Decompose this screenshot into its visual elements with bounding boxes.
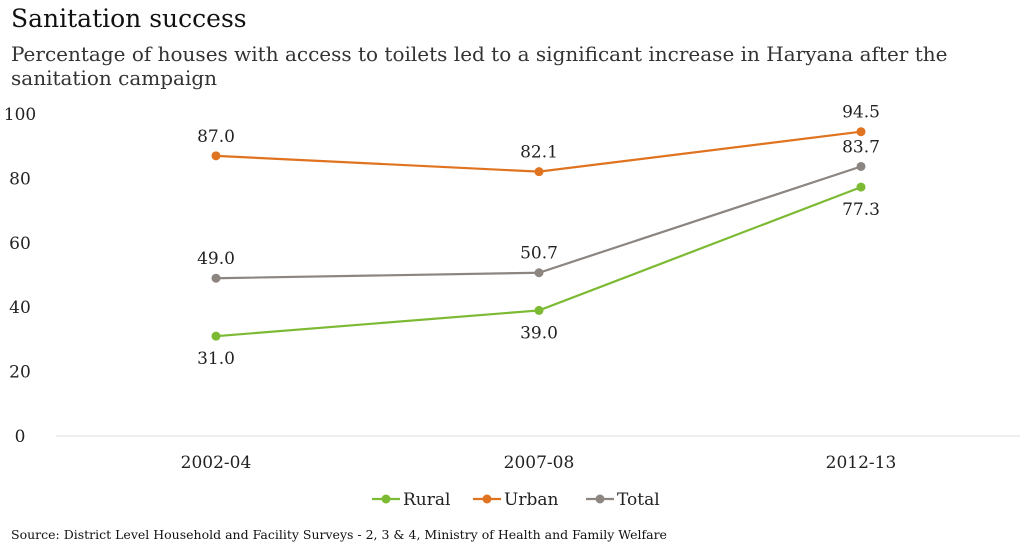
- legend-marker-urban: [482, 494, 492, 504]
- data-point-total-1: [534, 268, 544, 278]
- legend-label-rural: Rural: [403, 490, 450, 510]
- y-tick-label-0: 0: [15, 427, 26, 447]
- data-label-total-2: 83.7: [842, 137, 880, 157]
- y-tick-label-5: 100: [4, 105, 36, 125]
- chart-title: Sanitation success: [11, 4, 247, 33]
- y-tick-label-3: 60: [9, 234, 31, 254]
- data-point-urban-0: [211, 151, 221, 161]
- source-note: Source: District Level Household and Fac…: [11, 527, 667, 542]
- data-point-rural-2: [856, 182, 866, 192]
- data-label-rural-1: 39.0: [520, 323, 558, 343]
- data-label-total-0: 49.0: [197, 249, 235, 269]
- data-point-rural-0: [211, 331, 221, 341]
- legend-label-urban: Urban: [504, 490, 558, 510]
- legend-marker-total: [595, 494, 605, 504]
- data-point-rural-1: [534, 305, 544, 315]
- data-label-total-1: 50.7: [520, 244, 558, 264]
- legend-label-total: Total: [617, 490, 660, 510]
- x-tick-label-1: 2007-08: [504, 453, 575, 473]
- chart-subtitle: Percentage of houses with access to toil…: [11, 42, 948, 90]
- y-tick-label-4: 80: [9, 169, 31, 189]
- data-point-urban-1: [534, 167, 544, 177]
- data-label-rural-0: 31.0: [197, 349, 235, 369]
- data-point-total-0: [211, 273, 221, 283]
- data-point-total-2: [856, 161, 866, 171]
- data-point-urban-2: [856, 127, 866, 137]
- y-tick-label-2: 40: [9, 298, 31, 318]
- data-label-urban-1: 82.1: [520, 143, 558, 163]
- legend-marker-rural: [381, 494, 391, 504]
- x-tick-label-0: 2002-04: [181, 453, 252, 473]
- x-tick-label-2: 2012-13: [826, 453, 897, 473]
- y-tick-label-1: 20: [9, 363, 31, 383]
- data-label-rural-2: 77.3: [842, 200, 880, 220]
- data-label-urban-2: 94.5: [842, 103, 880, 123]
- data-label-urban-0: 87.0: [197, 127, 235, 147]
